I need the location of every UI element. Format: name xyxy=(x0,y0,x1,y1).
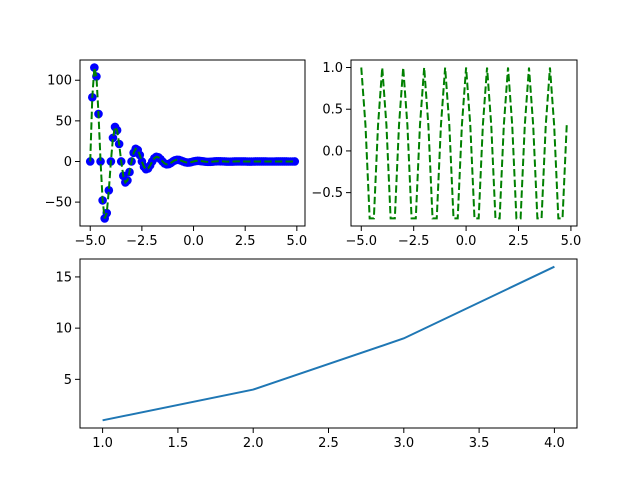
axes: 1.0 1.5 2.0 2.5 3.0 3.5 4.0 5 10 15 xyxy=(55,258,578,451)
y-tick-label: 100 xyxy=(47,74,72,89)
y-tick-label: 0.5 xyxy=(322,103,343,118)
marker xyxy=(104,186,114,195)
x-tick-label: 3.0 xyxy=(393,436,414,451)
x-tick-label: 2.0 xyxy=(243,436,264,451)
x-tick-label: 2.5 xyxy=(318,436,339,451)
y-tick-label: 0 xyxy=(64,155,72,170)
y-tick-label: −50 xyxy=(45,196,72,211)
line xyxy=(360,67,568,220)
x-tick-label: 5.0 xyxy=(561,234,582,249)
x-tick-label: 3.5 xyxy=(469,436,490,451)
axes: −5.0 −2.5 0.0 2.5 5.0 −0.5 0.0 0.5 1.0 xyxy=(311,59,582,249)
x-tick-label: 1.0 xyxy=(92,436,113,451)
axes-frame xyxy=(79,59,306,227)
x-tick-label: 1.5 xyxy=(168,436,189,451)
axes: −5.0 −2.5 0.0 2.5 5.0 −50 0 50 100 xyxy=(45,59,307,249)
marker xyxy=(290,157,300,166)
axes-frame xyxy=(79,258,578,429)
x-tick-label: −5.0 xyxy=(345,234,377,249)
y-tick-label: 50 xyxy=(55,114,72,129)
y-tick-label: 10 xyxy=(55,322,72,337)
y-tick-label: −0.5 xyxy=(311,186,343,201)
x-tick-label: −2.5 xyxy=(398,234,430,249)
line xyxy=(89,67,295,219)
marker xyxy=(108,133,118,143)
axes-frame xyxy=(350,59,578,227)
x-tick-label: 0.0 xyxy=(183,234,204,249)
marker xyxy=(96,157,105,166)
x-tick-label: 2.5 xyxy=(508,234,529,249)
x-tick-label: 2.5 xyxy=(235,234,256,249)
y-tick-label: 5 xyxy=(64,373,72,388)
marker xyxy=(90,63,99,72)
x-tick-label: −2.5 xyxy=(126,234,158,249)
x-tick-label: 4.0 xyxy=(544,436,565,451)
line xyxy=(102,265,555,422)
x-tick-label: 5.0 xyxy=(286,234,307,249)
y-tick-label: 1.0 xyxy=(322,61,343,76)
y-tick-label: 15 xyxy=(55,270,72,285)
x-tick-label: −5.0 xyxy=(74,234,106,249)
y-tick-label: 0.0 xyxy=(322,144,343,159)
x-tick-label: 0.0 xyxy=(456,234,477,249)
